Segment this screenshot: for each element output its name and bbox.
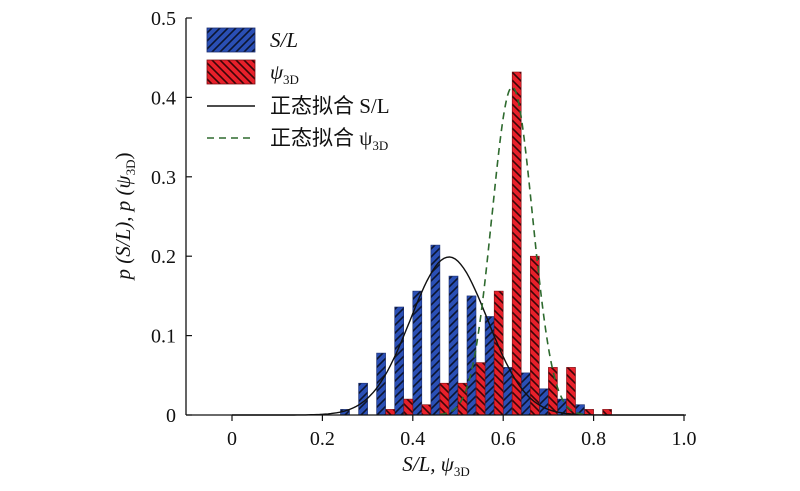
x-tick-label: 0 <box>227 428 237 450</box>
y-tick-label: 0.4 <box>151 87 176 109</box>
x-tick-label: 0.4 <box>400 428 425 450</box>
legend: S/L ψ3D 正态拟合 S/L 正态拟合 ψ3D <box>206 27 390 153</box>
bar-psi3d <box>439 382 450 416</box>
bar-sl <box>539 388 549 416</box>
bar-psi3d <box>421 404 432 416</box>
y-tick-label: 0.2 <box>151 246 176 268</box>
y-axis-title: p (S/L), p (ψ3D) <box>111 153 138 282</box>
x-tick-label: 0.6 <box>491 428 516 450</box>
legend-label-fit-psi3d: 正态拟合 ψ3D <box>270 126 388 153</box>
y-tick-label: 0.5 <box>151 8 176 30</box>
bars-layer <box>340 71 612 416</box>
bar-psi3d <box>602 409 612 416</box>
bar-sl <box>502 367 513 416</box>
legend-label-psi3d: ψ3D <box>270 60 299 87</box>
x-tick-label: 0.8 <box>581 428 606 450</box>
bar-psi3d <box>385 409 396 416</box>
x-tick-label: 0.2 <box>310 428 335 450</box>
x-axis-title: S/L, ψ3D <box>402 452 469 479</box>
bar-psi3d <box>548 367 558 416</box>
bar-sl <box>394 306 405 416</box>
y-tick-label: 0.3 <box>151 167 176 189</box>
legend-label-sl: S/L <box>270 28 298 52</box>
bar-psi3d <box>529 255 540 416</box>
x-tick-label: 1.0 <box>672 428 697 450</box>
bar-sl <box>448 275 459 416</box>
bar-psi3d <box>511 71 522 416</box>
legend-patch-psi3d <box>206 59 256 85</box>
bar-psi3d <box>403 398 414 416</box>
y-tick-label: 0.1 <box>151 326 176 348</box>
ticks-layer: 0 0.2 0.4 0.6 0.8 1.0 0 0.1 0.2 0.3 0.4 0.5 <box>151 8 697 450</box>
legend-label-fit-sl: 正态拟合 S/L <box>270 94 390 118</box>
legend-patch-sl <box>206 27 256 53</box>
y-tick-label: 0 <box>166 405 176 427</box>
bar-sl <box>376 352 386 416</box>
bar-psi3d <box>475 362 486 416</box>
